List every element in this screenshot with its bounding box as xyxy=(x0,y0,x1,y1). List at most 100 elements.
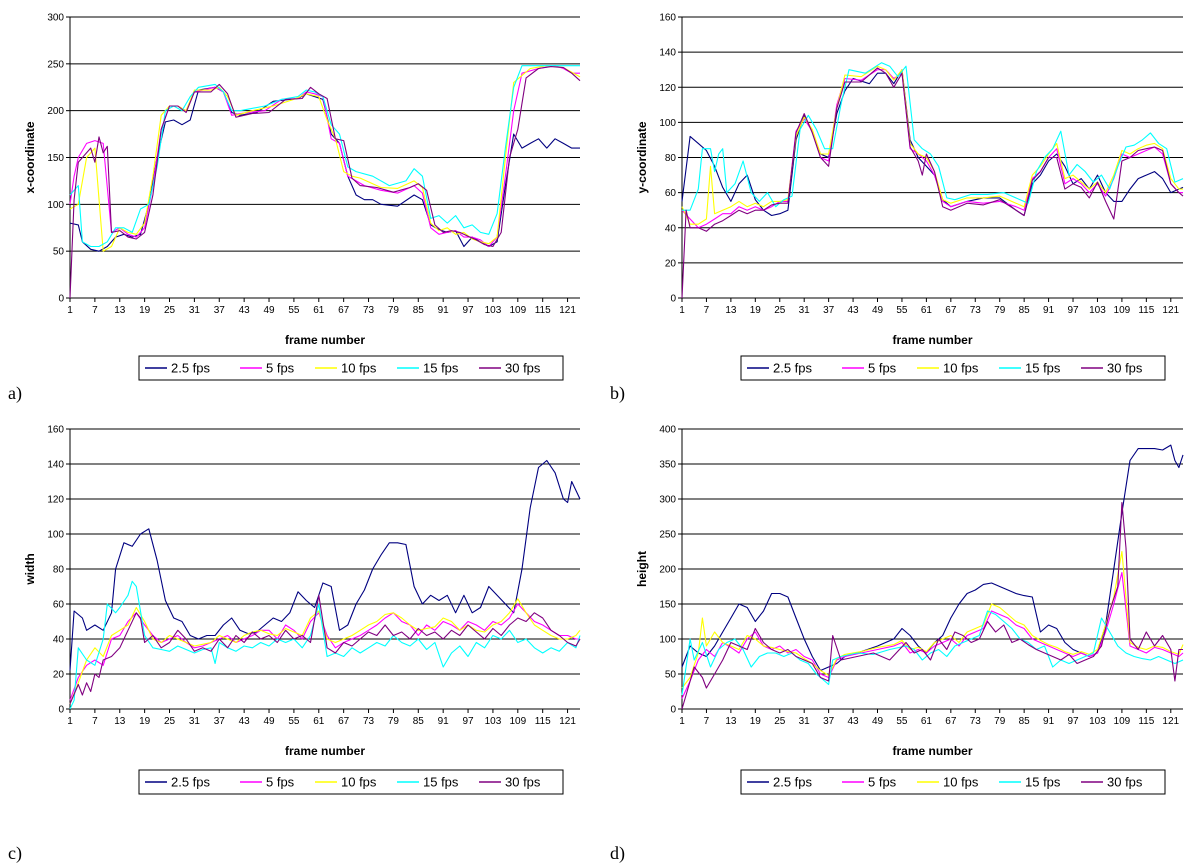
x-tick-label: 121 xyxy=(559,716,576,727)
legend-label: 30 fps xyxy=(1107,361,1143,376)
x-tick-label: 121 xyxy=(559,305,576,316)
series-line-30-fps xyxy=(681,67,1184,299)
x-tick-label: 55 xyxy=(896,305,908,316)
y-tick-label: 0 xyxy=(670,294,676,305)
y-axis-label: height xyxy=(635,551,649,587)
x-tick-label: 121 xyxy=(1162,305,1179,316)
series-line-10-fps xyxy=(681,65,1183,225)
y-tick-label: 150 xyxy=(659,600,676,611)
series-line-15-fps xyxy=(681,610,1184,696)
x-tick-label: 37 xyxy=(214,305,226,316)
y-tick-label: 160 xyxy=(47,425,64,436)
y-tick-label: 250 xyxy=(47,59,64,70)
y-tick-label: 40 xyxy=(53,635,65,646)
legend-label: 5 fps xyxy=(266,361,295,376)
panel-caption: c) xyxy=(8,843,22,864)
y-tick-label: 20 xyxy=(53,670,65,681)
legend-label: 5 fps xyxy=(868,361,897,376)
legend-label: 2.5 fps xyxy=(773,361,813,376)
x-tick-label: 19 xyxy=(750,716,762,727)
x-tick-label: 43 xyxy=(239,305,251,316)
x-tick-label: 73 xyxy=(363,716,375,727)
legend-box xyxy=(138,355,564,381)
x-tick-label: 91 xyxy=(438,716,450,727)
x-tick-label: 7 xyxy=(704,305,710,316)
legend-label: 15 fps xyxy=(1025,361,1061,376)
x-axis-label: frame number xyxy=(892,744,972,758)
x-tick-label: 31 xyxy=(799,716,811,727)
x-axis-label: frame number xyxy=(285,333,365,347)
y-tick-label: 400 xyxy=(659,425,676,436)
y-tick-label: 100 xyxy=(659,635,676,646)
x-tick-label: 103 xyxy=(485,305,502,316)
legend-label: 30 fps xyxy=(1107,775,1143,790)
x-tick-label: 67 xyxy=(945,305,957,316)
x-tick-label: 97 xyxy=(1067,305,1079,316)
x-tick-label: 61 xyxy=(921,716,933,727)
series-line-30-fps xyxy=(69,66,581,299)
legend: 2.5 fps 5 fps 10 fps 15 fps 30 fps xyxy=(138,355,564,381)
x-tick-label: 85 xyxy=(413,305,425,316)
chart-panel-2: 0 20 40 60 80 100 120 140 160 1 7 13 19 25 31 37 43 49 55 6… xyxy=(610,13,1184,404)
chart-panel-1: 0 50 100 150 200 250 300 1 7 13 19 25 31 37 43 49 55 61 67… xyxy=(8,13,581,404)
legend-label: 30 fps xyxy=(505,361,541,376)
legend-label: 10 fps xyxy=(943,361,979,376)
x-tick-label: 37 xyxy=(823,305,835,316)
x-tick-label: 85 xyxy=(1019,305,1031,316)
y-tick-label: 300 xyxy=(47,13,64,24)
y-tick-label: 120 xyxy=(659,83,676,94)
x-tick-label: 109 xyxy=(1114,305,1131,316)
legend-label: 15 fps xyxy=(1025,775,1061,790)
y-tick-label: 0 xyxy=(58,294,64,305)
x-tick-label: 79 xyxy=(388,305,400,316)
series-line-30-fps xyxy=(681,501,1183,710)
y-tick-label: 0 xyxy=(58,705,64,716)
x-tick-label: 7 xyxy=(92,305,98,316)
panel-caption: a) xyxy=(8,383,22,404)
y-tick-label: 300 xyxy=(659,495,676,506)
y-tick-label: 60 xyxy=(665,188,677,199)
x-tick-label: 13 xyxy=(725,716,737,727)
y-tick-label: 200 xyxy=(47,106,64,117)
y-tick-label: 60 xyxy=(53,600,65,611)
legend: 2.5 fps 5 fps 10 fps 15 fps 30 fps xyxy=(740,769,1166,795)
x-tick-label: 25 xyxy=(774,305,786,316)
x-tick-label: 13 xyxy=(114,305,126,316)
legend-label: 10 fps xyxy=(341,361,377,376)
legend-label: 15 fps xyxy=(423,361,459,376)
x-tick-label: 97 xyxy=(462,716,474,727)
x-tick-label: 67 xyxy=(945,716,957,727)
x-tick-label: 55 xyxy=(288,716,300,727)
x-tick-label: 115 xyxy=(1138,305,1154,316)
x-tick-label: 109 xyxy=(509,305,526,316)
x-tick-label: 37 xyxy=(214,716,226,727)
x-tick-label: 61 xyxy=(921,305,933,316)
y-tick-label: 50 xyxy=(53,247,65,258)
x-tick-label: 1 xyxy=(679,716,685,727)
x-tick-label: 61 xyxy=(313,305,325,316)
y-tick-label: 160 xyxy=(659,13,676,24)
x-tick-label: 1 xyxy=(679,305,685,316)
x-tick-label: 61 xyxy=(313,716,325,727)
y-tick-label: 200 xyxy=(659,565,676,576)
x-tick-label: 25 xyxy=(164,305,176,316)
x-tick-label: 7 xyxy=(704,716,710,727)
series-line-15-fps xyxy=(682,62,1184,211)
y-tick-label: 100 xyxy=(659,118,676,129)
y-tick-label: 20 xyxy=(665,258,677,269)
x-tick-label: 67 xyxy=(338,716,350,727)
x-tick-label: 79 xyxy=(388,716,400,727)
x-tick-label: 73 xyxy=(970,716,982,727)
y-tick-label: 250 xyxy=(659,530,676,541)
series-line-30-fps xyxy=(69,594,581,705)
series-line-15-fps xyxy=(69,580,581,710)
x-tick-label: 1 xyxy=(67,305,73,316)
x-tick-label: 109 xyxy=(1114,716,1131,727)
y-axis-label: width xyxy=(23,553,37,585)
y-tick-label: 80 xyxy=(665,153,677,164)
series-line-5-fps xyxy=(69,603,580,701)
series-line-2-5-fps xyxy=(69,459,581,671)
y-tick-label: 150 xyxy=(47,153,64,164)
series-line-2-5-fps xyxy=(69,86,580,252)
